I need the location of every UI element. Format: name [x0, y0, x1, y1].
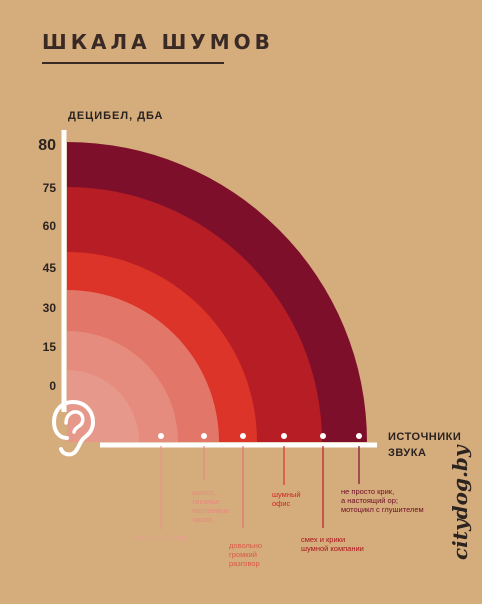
- source-label: довольно громкий разговор: [229, 541, 262, 568]
- y-tick-labels: 80 75 60 45 30 15 0: [38, 137, 56, 393]
- x-axis-label: ИСТОЧНИКИ ЗВУКА: [388, 431, 461, 459]
- decibel-arcs: [67, 142, 367, 442]
- y-tick-label: 60: [43, 219, 57, 233]
- noise-band-1: [67, 370, 139, 442]
- y-tick-label: 80: [38, 137, 56, 154]
- source-marker: [240, 433, 246, 439]
- source-marker: [356, 433, 362, 439]
- title-underline: [42, 62, 224, 64]
- x-axis-title: ИСТОЧНИКИ ЗВУКА: [388, 431, 461, 459]
- source-labels: шелест листвы шепот, тиканье настенных часов…: [134, 487, 424, 568]
- y-tick-label: 75: [43, 181, 57, 195]
- ear-icon: [51, 399, 96, 457]
- source-label: смех и крики шумной компании: [301, 535, 364, 553]
- source-label: шепот, тиканье настенных часов: [192, 488, 229, 524]
- source-label: не просто крик, а настоящий ор; мотоцикл с…: [341, 487, 424, 514]
- brand-logo: citydog.by: [448, 445, 472, 560]
- y-tick-label: 45: [43, 261, 57, 275]
- chart-title: ШКАЛА ШУМОВ: [42, 30, 274, 54]
- y-tick-label: 30: [43, 301, 57, 315]
- source-markers: [158, 433, 362, 530]
- y-tick-label: 0: [49, 379, 56, 393]
- source-label: шумный офис: [272, 490, 301, 508]
- chart-axes: [61, 130, 377, 448]
- source-marker: [158, 433, 164, 439]
- y-axis-label: ДЕЦИБЕЛ, ДБА: [68, 110, 164, 122]
- source-label: шелест листвы: [134, 533, 187, 542]
- source-marker: [201, 433, 207, 439]
- source-marker: [320, 433, 326, 439]
- y-tick-label: 15: [43, 340, 57, 354]
- source-marker: [281, 433, 287, 439]
